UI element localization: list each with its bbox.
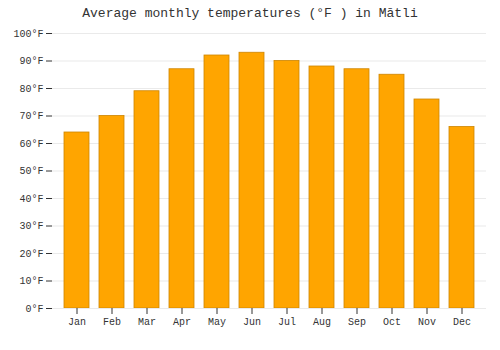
svg-text:60°F: 60°F [19, 139, 43, 150]
svg-text:50°F: 50°F [19, 166, 43, 177]
svg-text:20°F: 20°F [19, 249, 43, 260]
svg-text:30°F: 30°F [19, 221, 43, 232]
svg-text:Jul: Jul [278, 317, 296, 328]
svg-text:10°F: 10°F [19, 276, 43, 287]
svg-text:Mar: Mar [138, 317, 156, 328]
svg-text:Oct: Oct [383, 317, 401, 328]
svg-text:Nov: Nov [418, 317, 436, 328]
svg-text:100°F: 100°F [13, 29, 43, 40]
svg-text:80°F: 80°F [19, 84, 43, 95]
svg-text:Dec: Dec [453, 317, 471, 328]
svg-text:70°F: 70°F [19, 111, 43, 122]
html-text:Average monthly temperatures (: Average monthly temperatures (°F ) in Mā… [82, 6, 418, 21]
svg-text:0°F: 0°F [25, 304, 43, 315]
svg-text:90°F: 90°F [19, 56, 43, 67]
svg-text:Jun: Jun [243, 317, 261, 328]
svg-text:Aug: Aug [313, 317, 331, 328]
svg-text:40°F: 40°F [19, 194, 43, 205]
svg-text:Jan: Jan [68, 317, 86, 328]
svg-text:Sep: Sep [348, 317, 366, 328]
svg-text:May: May [208, 317, 226, 328]
svg-text:Apr: Apr [173, 317, 191, 328]
svg-text:Feb: Feb [103, 317, 121, 328]
